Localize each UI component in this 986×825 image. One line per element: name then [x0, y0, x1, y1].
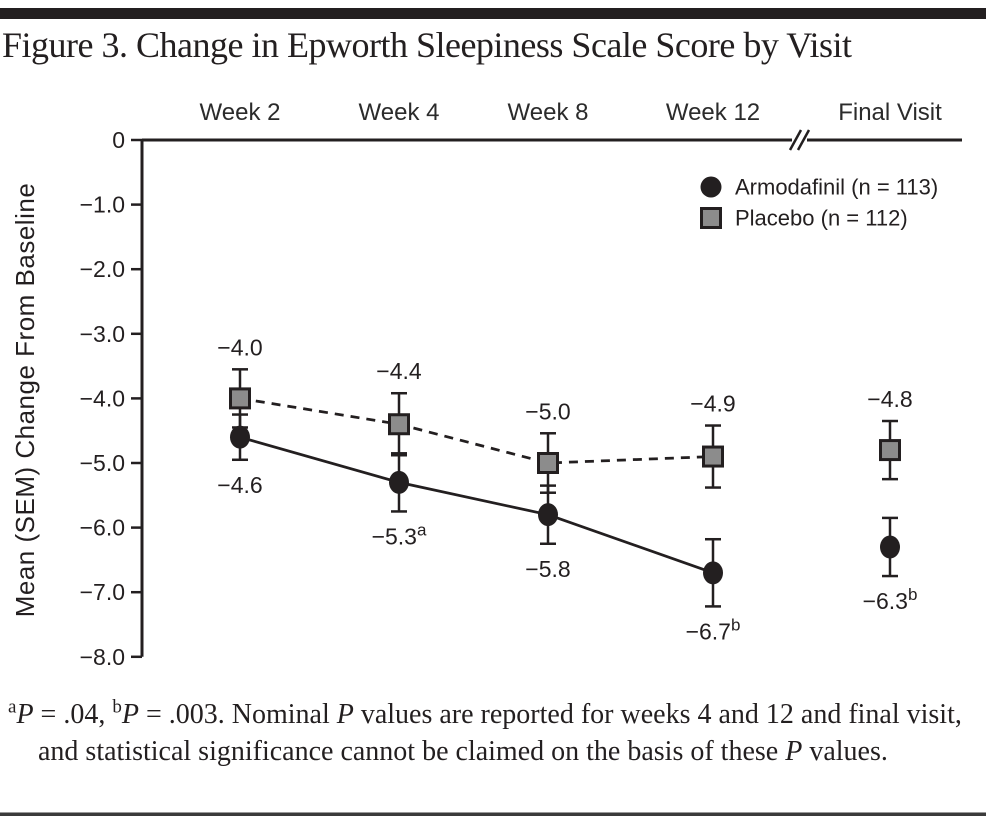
data-point-placebo	[229, 387, 251, 410]
footnote-text: P	[16, 699, 34, 730]
series-line-placebo	[239, 397, 714, 465]
legend-label: Placebo (n = 112)	[735, 206, 908, 231]
data-label-placebo: −4.4	[376, 358, 422, 384]
y-axis-title: Mean (SEM) Change From Baseline	[10, 183, 40, 618]
footnote-text: values.	[802, 736, 888, 767]
data-label-armodafinil: −5.3a	[372, 520, 427, 549]
bottom-rule	[0, 812, 986, 816]
data-point-placebo	[879, 439, 901, 462]
footnote-text: P	[336, 699, 354, 730]
data-label-armodafinil: −6.7b	[686, 615, 741, 644]
y-axis-tick-label: −1.0	[80, 192, 125, 218]
legend-marker-square	[700, 207, 722, 229]
top-rule	[0, 8, 986, 19]
x-axis-label: Week 8	[508, 99, 589, 126]
footnote-superscript: a	[8, 696, 17, 718]
axis-break-slash	[788, 129, 803, 151]
data-point-armodafinil	[230, 425, 250, 449]
x-axis-label: Week 12	[666, 99, 760, 126]
data-label-placebo: −4.0	[217, 334, 262, 360]
data-point-armodafinil	[538, 503, 558, 527]
footnote-superscript: b	[112, 696, 122, 718]
data-label-armodafinil: −5.8	[525, 556, 570, 582]
data-point-armodafinil	[880, 535, 900, 559]
footnote-text: = .04,	[33, 699, 113, 730]
data-point-armodafinil	[703, 561, 723, 585]
footnote-text: values are reported for weeks 4 and 12 a…	[38, 699, 962, 767]
x-axis-label: Week 2	[200, 99, 281, 126]
data-point-placebo	[702, 445, 724, 468]
footnote: aP = .04, bP = .003. Nominal P values ar…	[8, 696, 986, 770]
data-label-armodafinil: −6.3b	[863, 585, 918, 614]
data-point-armodafinil	[389, 470, 409, 494]
data-label-placebo: −4.9	[690, 391, 735, 417]
series-line-armodafinil	[239, 435, 714, 575]
y-axis-tick-label: −6.0	[80, 515, 125, 541]
data-point-placebo	[388, 413, 410, 436]
y-axis-tick-label: −3.0	[80, 321, 125, 347]
data-point-placebo	[537, 452, 559, 474]
y-axis-tick-label: −2.0	[80, 256, 125, 282]
y-axis-tick-label: 0	[112, 127, 125, 153]
legend-label: Armodafinil (n = 113)	[735, 175, 938, 200]
footnote-text: = .003. Nominal	[138, 699, 337, 730]
data-label-placebo: −4.8	[867, 386, 912, 412]
x-axis-label: Week 4	[359, 99, 440, 126]
x-axis-label: Final Visit	[838, 99, 942, 126]
y-axis-tick-label: −8.0	[80, 644, 125, 670]
footnote-text: P	[121, 699, 139, 730]
figure-title: Figure 3. Change in Epworth Sleepiness S…	[2, 25, 852, 65]
chart-canvas: Week 2 Week 4 Week 8 Week 12 Final Visit 0 −1.…	[10, 99, 962, 670]
y-axis-tick-label: −5.0	[80, 450, 125, 476]
data-label-armodafinil: −4.6	[217, 472, 262, 498]
y-axis-tick-label: −7.0	[80, 579, 125, 605]
axis-break-slash	[796, 129, 811, 151]
y-axis-tick-label: −4.0	[80, 385, 125, 411]
footnote-text: P	[785, 736, 803, 767]
data-label-placebo: −5.0	[525, 398, 570, 424]
legend-marker-circle	[700, 176, 722, 198]
